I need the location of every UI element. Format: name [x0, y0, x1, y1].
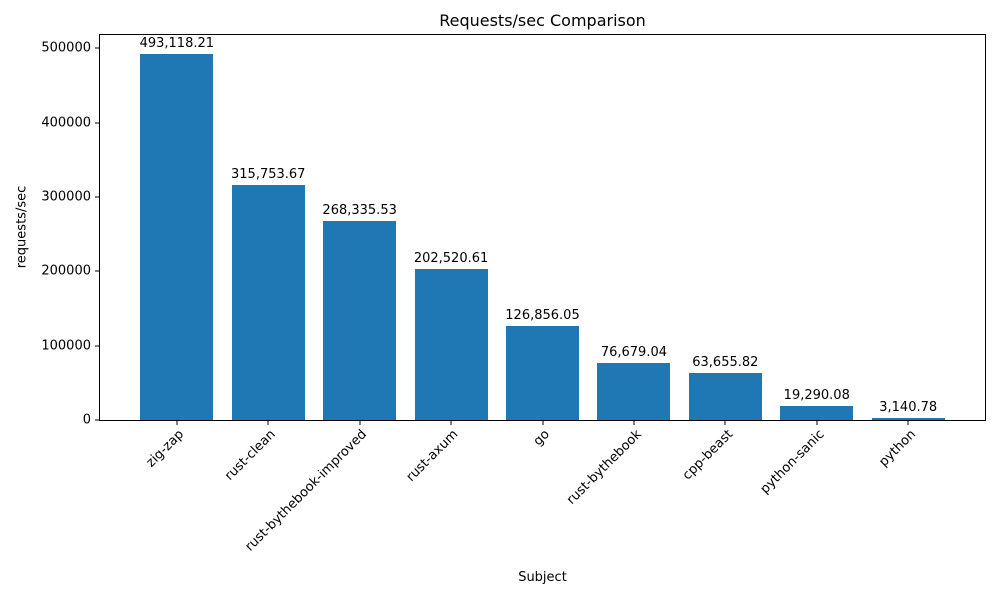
- bar: [597, 363, 671, 420]
- y-tick-mark: [95, 122, 100, 124]
- x-tick-label: python: [876, 427, 919, 470]
- x-tick-mark: [633, 420, 635, 425]
- y-tick-label: 400000: [41, 115, 91, 131]
- x-tick-label: zig-zap: [143, 427, 188, 471]
- y-tick-mark: [95, 47, 100, 49]
- bar-value-label: 493,118.21: [139, 35, 215, 51]
- x-tick-mark: [450, 420, 452, 425]
- y-tick-label: 300000: [41, 189, 91, 205]
- x-tick-label: rust-axum: [403, 427, 462, 485]
- x-axis-label: Subject: [518, 570, 567, 585]
- x-tick-mark: [542, 420, 543, 425]
- bar-value-label: 76,679.04: [600, 345, 668, 361]
- bar-value-label: 63,655.82: [692, 354, 759, 370]
- bar: [871, 417, 945, 420]
- y-tick-mark: [95, 345, 100, 347]
- x-tick-mark: [816, 420, 818, 425]
- chart-title: Requests/sec Comparison: [439, 11, 646, 30]
- x-tick-mark: [267, 420, 269, 425]
- x-tick-mark: [907, 420, 909, 425]
- y-tick-label: 500000: [41, 40, 91, 56]
- bar-value-label: 268,335.53: [322, 202, 397, 218]
- x-tick-label: rust-bythebook: [563, 427, 645, 508]
- plot-area: 0 100000 200000 300000 400000 500000 493,118.2…: [41, 34, 986, 554]
- bar: [505, 325, 580, 420]
- y-tick-label: 200000: [41, 263, 91, 279]
- x-tick-label: rust-clean: [222, 427, 279, 484]
- bar-value-label: 315,753.67: [231, 167, 306, 183]
- bar-value-label: 202,520.61: [413, 251, 489, 267]
- x-tick-mark: [176, 420, 178, 425]
- bar: [231, 185, 305, 420]
- x-tick-label: cpp-beast: [679, 427, 736, 484]
- bar-value-label: 126,856.05: [505, 307, 580, 323]
- bar: [323, 220, 397, 420]
- x-tick-mark: [724, 420, 726, 425]
- y-tick-label: 100000: [41, 338, 91, 354]
- y-tick-mark: [95, 196, 100, 198]
- bar: [780, 405, 854, 420]
- bar: [688, 372, 762, 420]
- bar-value-label: 19,290.08: [783, 387, 850, 403]
- x-tick-label: python-sanic: [757, 427, 828, 497]
- bar-value-label: 3,140.78: [879, 399, 938, 415]
- x-tick-label: go: [531, 427, 554, 450]
- y-tick-mark: [95, 270, 100, 272]
- y-axis-label: requests/sec: [14, 185, 30, 269]
- x-tick-mark: [359, 420, 361, 425]
- y-tick-mark: [95, 419, 100, 421]
- y-tick-label: 0: [82, 412, 91, 428]
- bar: [140, 53, 214, 420]
- bar: [414, 269, 488, 420]
